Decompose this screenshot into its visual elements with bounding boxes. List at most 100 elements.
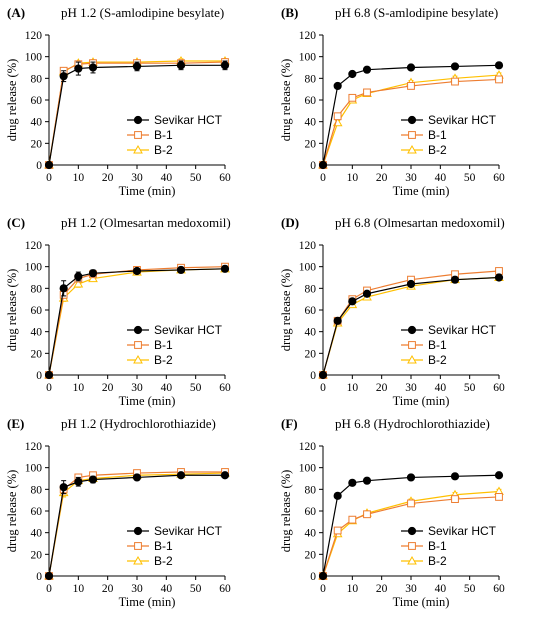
data-point bbox=[362, 476, 372, 485]
data-point bbox=[59, 284, 68, 293]
legend-marker bbox=[407, 325, 417, 335]
legend-marker bbox=[133, 115, 143, 125]
y-tick-label: 60 bbox=[31, 506, 43, 518]
data-point bbox=[451, 77, 459, 86]
legend-label: B-2 bbox=[154, 554, 173, 568]
y-tick-label: 20 bbox=[305, 549, 317, 561]
panel-label: (B) bbox=[281, 5, 298, 20]
legend-marker bbox=[134, 542, 142, 550]
panel-label: (D) bbox=[281, 215, 299, 230]
legend-entry: Sevikar HCT bbox=[127, 524, 223, 538]
chart-panel-a: (A) pH 1.2 (S-amlodipine besylate) 0 20 40 60… bbox=[5, 5, 231, 198]
legend-label: B-1 bbox=[154, 338, 173, 352]
data-point bbox=[348, 297, 357, 306]
legend-label: B-1 bbox=[428, 128, 447, 142]
y-tick-label: 100 bbox=[25, 262, 43, 274]
panel-label: (A) bbox=[7, 5, 25, 20]
x-tick-label: 30 bbox=[131, 382, 143, 394]
y-tick-label: 0 bbox=[36, 571, 42, 583]
data-point bbox=[348, 69, 357, 79]
series-b-1 bbox=[319, 75, 503, 169]
legend-entry: B-2 bbox=[401, 143, 447, 157]
legend-marker bbox=[407, 526, 417, 536]
legend-entry: Sevikar HCT bbox=[401, 323, 497, 337]
data-point bbox=[450, 472, 460, 481]
x-tick-label: 10 bbox=[347, 382, 359, 394]
x-tick-label: 40 bbox=[161, 382, 173, 394]
legend-entry: B-1 bbox=[127, 539, 173, 553]
x-tick-label: 0 bbox=[46, 172, 52, 184]
legend-marker bbox=[133, 354, 143, 364]
data-point bbox=[220, 61, 230, 70]
x-tick-label: 30 bbox=[405, 583, 417, 595]
legend-entry: Sevikar HCT bbox=[401, 113, 497, 127]
data-point bbox=[407, 499, 415, 508]
x-tick-label: 50 bbox=[190, 382, 202, 394]
legend-marker bbox=[408, 542, 416, 550]
x-tick-label: 0 bbox=[46, 583, 52, 595]
x-tick-label: 10 bbox=[73, 172, 85, 184]
legend-entry: B-1 bbox=[401, 338, 447, 352]
data-point bbox=[132, 266, 142, 276]
legend-label: B-2 bbox=[154, 353, 173, 367]
x-tick-label: 20 bbox=[376, 583, 388, 595]
legend-entry: Sevikar HCT bbox=[127, 323, 223, 337]
x-tick-label: 10 bbox=[73, 583, 85, 595]
legend-label: Sevikar HCT bbox=[428, 524, 497, 538]
data-point bbox=[333, 526, 342, 535]
data-point bbox=[494, 61, 504, 70]
data-point bbox=[363, 510, 371, 519]
legend-marker bbox=[133, 526, 143, 536]
legend-label: B-2 bbox=[428, 143, 447, 157]
x-tick-label: 10 bbox=[73, 382, 85, 394]
x-tick-label: 40 bbox=[161, 172, 173, 184]
data-point bbox=[362, 65, 372, 74]
legend-label: Sevikar HCT bbox=[154, 323, 223, 337]
y-tick-label: 80 bbox=[31, 73, 43, 85]
x-tick-label: 30 bbox=[131, 172, 143, 184]
y-tick-label: 60 bbox=[305, 95, 317, 107]
x-tick-label: 10 bbox=[347, 583, 359, 595]
y-tick-label: 20 bbox=[31, 348, 43, 360]
data-point bbox=[88, 269, 98, 278]
legend-label: Sevikar HCT bbox=[428, 113, 497, 127]
x-tick-label: 40 bbox=[161, 583, 173, 595]
data-point bbox=[44, 571, 54, 581]
legend-entry: Sevikar HCT bbox=[127, 113, 223, 127]
data-point bbox=[176, 61, 186, 70]
data-point bbox=[74, 64, 83, 73]
legend-entry: B-2 bbox=[127, 143, 173, 157]
series-sevikar-hct bbox=[318, 273, 504, 380]
data-point bbox=[495, 267, 503, 275]
y-tick-label: 100 bbox=[299, 52, 317, 64]
y-tick-label: 40 bbox=[31, 117, 43, 129]
y-tick-label: 40 bbox=[31, 327, 43, 339]
panel-title: pH 6.8 (Hydrochlorothiazide) bbox=[335, 416, 490, 431]
legend-label: B-2 bbox=[154, 143, 173, 157]
y-tick-label: 20 bbox=[305, 138, 317, 150]
x-axis-title: Time (min) bbox=[393, 184, 450, 198]
y-axis-title: drug release (%) bbox=[279, 269, 293, 352]
x-tick-label: 60 bbox=[493, 583, 505, 595]
legend-marker bbox=[407, 555, 417, 565]
y-tick-label: 80 bbox=[31, 283, 43, 295]
x-axis-title: Time (min) bbox=[393, 595, 450, 609]
legend-marker bbox=[407, 115, 417, 125]
legend-marker bbox=[134, 341, 142, 349]
x-tick-label: 20 bbox=[102, 172, 114, 184]
panel-title: pH 6.8 (S-amlodipine besylate) bbox=[335, 5, 498, 20]
data-point bbox=[362, 289, 372, 298]
y-axis-title: drug release (%) bbox=[5, 269, 19, 352]
y-tick-label: 80 bbox=[31, 484, 43, 496]
data-point bbox=[318, 160, 328, 170]
data-point bbox=[44, 160, 54, 170]
y-tick-label: 0 bbox=[310, 160, 316, 172]
legend-label: B-1 bbox=[428, 539, 447, 553]
x-tick-label: 0 bbox=[320, 583, 326, 595]
data-point bbox=[406, 279, 416, 289]
data-point bbox=[220, 471, 230, 480]
legend-label: B-1 bbox=[154, 128, 173, 142]
panel-title: pH 1.2 (S-amlodipine besylate) bbox=[61, 5, 224, 20]
x-tick-label: 40 bbox=[435, 583, 447, 595]
data-point bbox=[74, 477, 83, 486]
